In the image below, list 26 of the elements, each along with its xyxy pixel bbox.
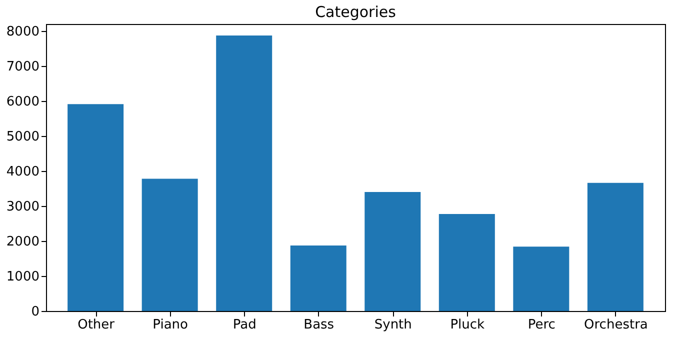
x-tick-label: Piano	[152, 318, 188, 332]
x-tick-label: Perc	[528, 318, 556, 332]
y-tick-label: 7000	[6, 60, 40, 74]
x-tick-label: Other	[78, 318, 116, 332]
chart-title: Categories	[315, 3, 396, 21]
x-tick-label: Pluck	[450, 318, 486, 332]
y-tick-label: 6000	[6, 94, 40, 110]
y-tick-label: 3000	[6, 200, 40, 214]
bar	[290, 246, 346, 311]
x-tick-label: Synth	[374, 318, 412, 332]
bar	[587, 182, 644, 311]
y-tick-label: 1000	[6, 270, 40, 284]
bar	[364, 192, 421, 311]
y-tick-label: 0	[31, 304, 40, 320]
bar	[142, 178, 198, 311]
bar	[68, 104, 124, 311]
x-tick-label: Bass	[304, 318, 334, 332]
bar	[438, 214, 495, 311]
x-tick-label: Orchestra	[584, 318, 648, 332]
y-tick-label: 2000	[6, 234, 40, 250]
bar	[216, 36, 272, 311]
y-tick-label: 4000	[6, 164, 40, 180]
y-tick-label: 5000	[6, 130, 40, 144]
x-tick-label: Pad	[232, 318, 256, 332]
y-tick-label: 8000	[6, 24, 40, 40]
bar	[513, 246, 570, 311]
